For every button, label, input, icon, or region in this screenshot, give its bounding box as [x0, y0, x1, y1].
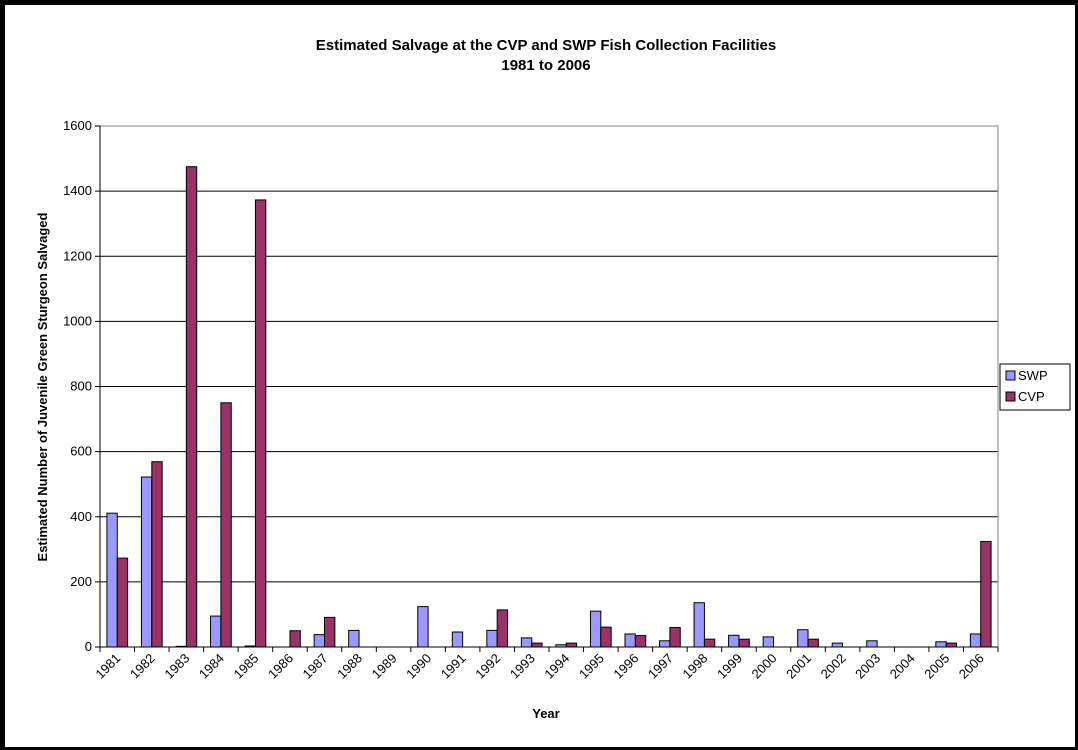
x-tick-label: 1989: [369, 651, 400, 682]
bar-swp-1996: [624, 633, 636, 648]
y-tick-label: 0: [85, 639, 92, 654]
x-tick-label: 2002: [818, 651, 849, 682]
x-tick-label: 1984: [196, 651, 227, 682]
bar-cvp-1994: [565, 642, 578, 648]
bar-swp-1998: [693, 602, 705, 648]
x-tick-label: 1995: [576, 651, 607, 682]
x-tick-label: 1981: [92, 651, 123, 682]
axes: [95, 125, 999, 652]
bar-swp-1990: [417, 606, 429, 648]
x-tick-labels: 1981 1982 1983 1984 1985 1986 1987 1988 1989 1990…: [92, 651, 987, 682]
bar-swp-1984: [210, 615, 222, 648]
legend-swatch-swp: [1005, 370, 1016, 381]
y-axis-title: Estimated Number of Juvenile Green Sturg…: [35, 212, 50, 561]
x-tick-label: 1986: [265, 651, 296, 682]
x-tick-label: 1987: [300, 651, 331, 682]
bar-swp-1982: [140, 476, 153, 648]
bar-cvp-1983: [185, 166, 198, 648]
x-tick-label: 1990: [403, 651, 434, 682]
bar-cvp-2005: [945, 642, 958, 648]
bar-cvp-2001: [807, 638, 819, 648]
x-tick-label: 1992: [472, 651, 503, 682]
bar-cvp-1981: [116, 557, 129, 648]
y-tick-labels: 0 200 400 600 800 1000 1200 1400 1600: [63, 118, 92, 654]
chart-subtitle: 1981 to 2006: [501, 57, 590, 74]
bar-swp-1988: [348, 629, 360, 648]
bar-swp-2000: [762, 636, 775, 648]
x-tick-label: 2006: [956, 651, 987, 682]
chart-title: Estimated Salvage at the CVP and SWP Fis…: [316, 37, 776, 54]
bar-swp-2001: [797, 629, 809, 648]
x-tick-label: 1993: [507, 651, 538, 682]
x-tick-label: 2005: [921, 651, 952, 682]
bar-swp-2006: [969, 633, 982, 648]
bar-cvp-1987: [324, 616, 336, 648]
x-tick-label: 1982: [127, 651, 158, 682]
bar-swp-1995: [589, 610, 602, 648]
y-tick-label: 800: [70, 379, 92, 394]
y-tick-label: 1400: [63, 183, 92, 198]
bar-swp-1991: [451, 631, 464, 648]
bars: [106, 166, 992, 648]
bar-cvp-1996: [634, 635, 647, 648]
x-tick-label: 2004: [887, 651, 918, 682]
bar-cvp-1992: [496, 609, 509, 648]
legend: SWP CVP: [999, 363, 1071, 411]
legend-label-swp: SWP: [1018, 368, 1048, 383]
x-tick-label: 1983: [161, 651, 192, 682]
x-tick-label: 1998: [679, 651, 710, 682]
x-tick-label: 1994: [541, 651, 572, 682]
bar-swp-1992: [486, 629, 498, 648]
legend-swatch-cvp: [1005, 391, 1016, 402]
x-tick-label: 1996: [610, 651, 641, 682]
bar-swp-2003: [866, 640, 878, 648]
x-tick-label: 2000: [749, 651, 780, 682]
x-tick-label: 2003: [852, 651, 883, 682]
y-tick-label: 1600: [63, 118, 92, 133]
y-tick-label: 1200: [63, 248, 92, 263]
bar-cvp-1999: [738, 638, 750, 648]
bar-swp-1993: [520, 637, 533, 648]
bar-cvp-1997: [669, 626, 681, 648]
bar-swp-1997: [659, 640, 671, 648]
bar-cvp-1984: [220, 402, 232, 648]
bar-swp-1987: [313, 634, 325, 648]
x-axis-title: Year: [532, 706, 559, 721]
x-tick-label: 1997: [645, 651, 676, 682]
bar-cvp-1993: [531, 642, 543, 648]
bar-cvp-2006: [980, 540, 992, 648]
x-tick-label: 1988: [334, 651, 365, 682]
x-tick-label: 2001: [783, 651, 814, 682]
legend-label-cvp: CVP: [1018, 389, 1045, 404]
bar-cvp-1982: [151, 461, 163, 648]
x-tick-label: 1985: [230, 651, 261, 682]
x-tick-label: 1999: [714, 651, 745, 682]
y-tick-label: 1000: [63, 313, 92, 328]
bar-cvp-1998: [703, 638, 716, 648]
bar-swp-1981: [106, 512, 118, 648]
bar-swp-1999: [728, 634, 740, 648]
bar-swp-2002: [831, 642, 844, 648]
bar-swp-2005: [935, 641, 947, 648]
y-tick-label: 400: [70, 509, 92, 524]
gridlines: [100, 125, 998, 583]
y-tick-label: 200: [70, 574, 92, 589]
bar-cvp-1995: [600, 626, 612, 648]
bar-cvp-1986: [289, 630, 301, 648]
y-tick-label: 600: [70, 444, 92, 459]
bar-cvp-1985: [254, 199, 267, 648]
x-tick-label: 1991: [438, 651, 469, 682]
